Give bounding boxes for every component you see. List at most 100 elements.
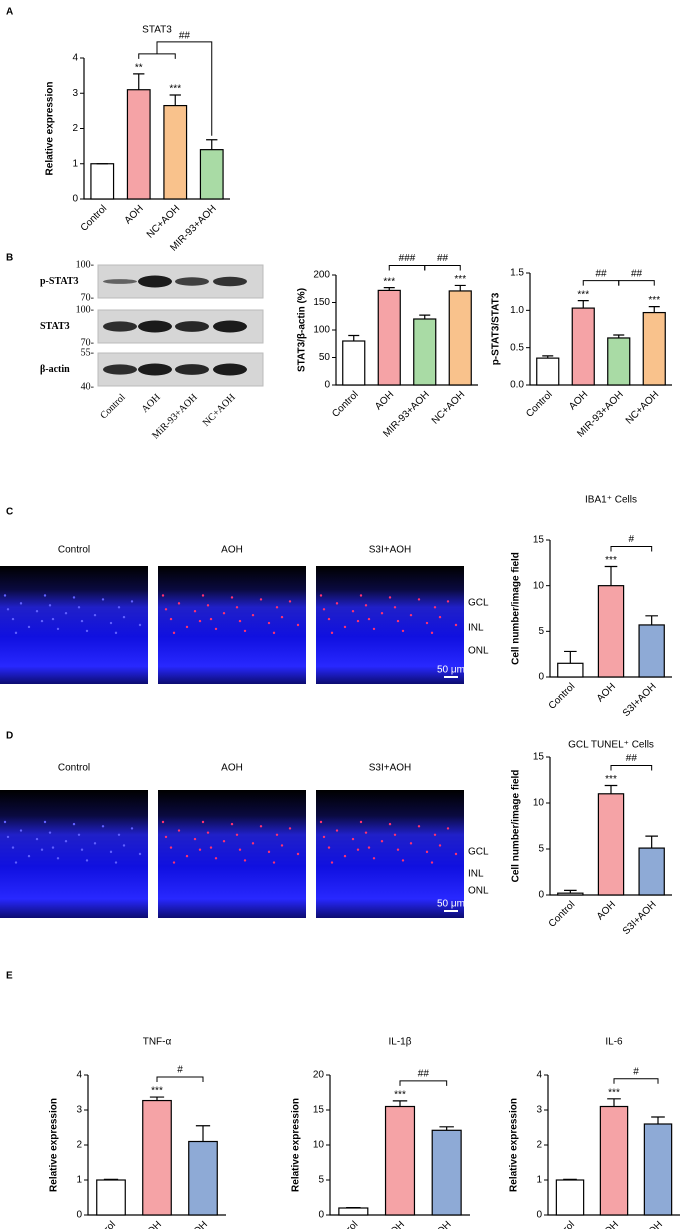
y-tick-label: 10	[533, 580, 545, 591]
x-tick-label: Control	[524, 389, 555, 420]
bar	[607, 337, 631, 386]
micrograph-speck	[251, 842, 255, 845]
bracket-label: #	[177, 1065, 183, 1076]
y-axis-label: Cell number/image field	[511, 770, 522, 883]
micrograph-speck	[177, 602, 181, 605]
y-tick-label: 2	[72, 123, 78, 134]
y-tick-label: 1	[72, 158, 78, 169]
micrograph-speck	[222, 612, 226, 615]
bar	[571, 307, 595, 386]
scale-bar	[444, 910, 458, 912]
micrograph-speck	[85, 629, 89, 633]
micrograph-speck	[56, 857, 60, 860]
bracket-label: ##	[626, 753, 638, 764]
error-bar	[149, 1096, 165, 1101]
micrograph-speck	[214, 627, 218, 631]
x-tick-label: Control	[547, 681, 578, 712]
y-tick-label: 3	[536, 1105, 542, 1116]
error-bar	[613, 334, 625, 338]
layer-label: GCL	[468, 598, 489, 609]
micrograph	[158, 566, 306, 684]
micrograph-speck	[243, 629, 247, 633]
micrograph-speck	[417, 598, 421, 601]
x-tick-label: Control	[546, 1219, 577, 1229]
error-bar	[103, 1178, 119, 1180]
micrograph-speck	[51, 617, 55, 621]
x-tick-label: Control	[547, 899, 578, 930]
bar	[90, 163, 115, 200]
micrograph-speck	[130, 600, 134, 603]
y-tick-label: 0	[538, 672, 544, 683]
micrograph-speck	[48, 604, 52, 607]
image-column-label: S3I+AOH	[369, 545, 412, 556]
error-bar	[454, 284, 466, 291]
micrograph-speck	[77, 606, 81, 609]
micrograph-speck	[43, 820, 47, 824]
micrograph-speck	[359, 594, 363, 597]
bracket-label: #	[629, 534, 635, 545]
y-axis-label: Relative expression	[45, 82, 56, 176]
micrograph-speck	[161, 594, 165, 597]
micrograph-speck	[80, 619, 84, 623]
micrograph-speck	[19, 602, 23, 605]
blot-band	[213, 363, 247, 376]
micrograph-speck	[401, 629, 405, 633]
error-bar	[383, 287, 395, 291]
micrograph-speck	[161, 820, 165, 824]
micrograph-speck	[40, 619, 44, 623]
significance-bracket	[156, 1076, 204, 1083]
y-tick-label: 5	[538, 626, 544, 637]
error-bar	[645, 615, 658, 625]
micrograph-speck	[3, 594, 7, 597]
significance-mark: ***	[605, 555, 617, 566]
bar	[642, 311, 666, 386]
micrograph-speck	[288, 827, 292, 830]
chart-title: TNF-α	[143, 1037, 172, 1048]
micrograph-speck	[164, 608, 168, 611]
y-tick-label: 0	[538, 890, 544, 901]
bracket-label: ##	[631, 268, 643, 279]
micrograph-speck	[43, 594, 47, 597]
micrograph	[0, 790, 148, 918]
y-tick-label: 0	[318, 1210, 324, 1221]
significance-mark: ***	[394, 1090, 406, 1101]
y-tick-label: 4	[76, 1070, 82, 1081]
y-tick-label: 150	[313, 297, 330, 308]
layer-label: ONL	[468, 886, 489, 897]
micrograph-speck	[433, 833, 437, 836]
x-tick-label: S3I+AOH	[416, 1219, 454, 1229]
micrograph-speck	[172, 861, 176, 864]
micrograph-speck	[238, 848, 242, 851]
x-tick-label: AOH	[373, 389, 396, 412]
error-bar	[564, 889, 577, 894]
significance-bracket	[582, 280, 620, 286]
significance-mark: **	[135, 63, 143, 74]
micrograph-speck	[393, 606, 397, 609]
y-tick-label: 10	[313, 1140, 325, 1151]
bracket-label: ##	[179, 31, 191, 42]
micrograph-speck	[351, 837, 355, 841]
micrograph-speck	[322, 835, 326, 839]
chart-title: IBA1⁺ Cells	[585, 495, 637, 506]
x-tick-label: NC+AOH	[624, 389, 661, 426]
blot-row-label: STAT3	[40, 321, 70, 332]
bar	[413, 318, 437, 386]
micrograph-speck	[275, 606, 279, 609]
blot-marker: 40-	[81, 381, 94, 392]
blot-band	[175, 277, 209, 286]
bar	[96, 1179, 126, 1216]
micrograph-speck	[356, 619, 360, 623]
micrograph-speck	[169, 617, 173, 621]
micrograph-speck	[372, 627, 376, 631]
bar	[597, 585, 625, 678]
y-tick-label: 0	[76, 1210, 82, 1221]
micrograph-speck	[319, 594, 323, 597]
micrograph-speck	[101, 825, 105, 828]
bar	[377, 289, 401, 386]
micrograph-speck	[319, 820, 323, 824]
significance-mark: ***	[151, 1086, 163, 1097]
error-bar	[419, 314, 431, 319]
bar	[597, 793, 625, 896]
micrograph-speck	[280, 615, 284, 619]
x-tick-label: NC+AOH	[430, 389, 467, 426]
